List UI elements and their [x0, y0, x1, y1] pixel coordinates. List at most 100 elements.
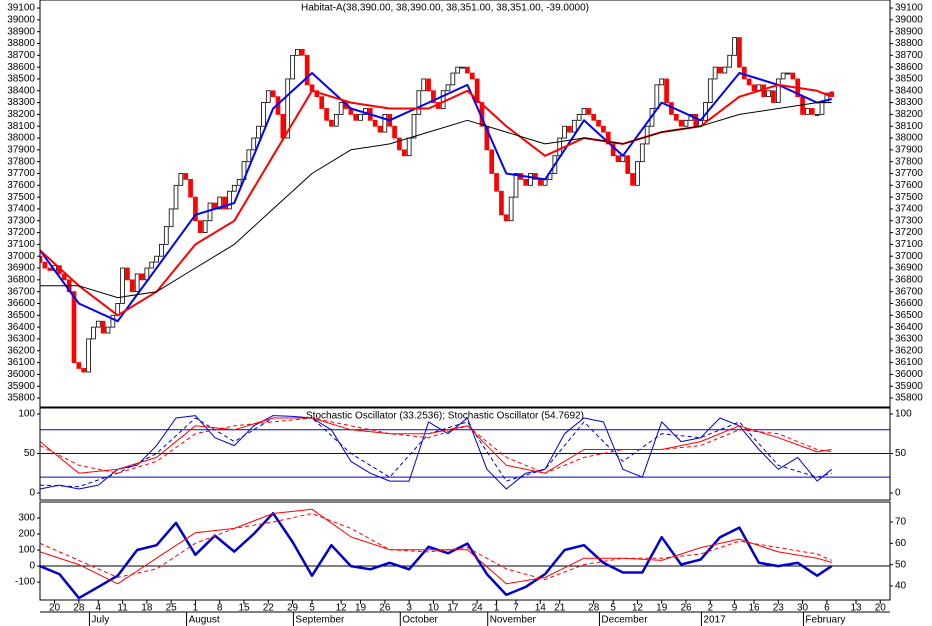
y-tick-label: 36900	[7, 263, 35, 274]
candle	[338, 102, 344, 115]
y-tick-label: 38100	[7, 121, 35, 132]
y-tick-label: 0	[29, 488, 35, 499]
candle	[615, 155, 621, 163]
candle	[557, 137, 563, 157]
y-tick-label-right: 100	[895, 409, 912, 420]
x-tick-label: 21	[554, 603, 566, 614]
candle	[586, 108, 592, 115]
y-tick-label-right: 37500	[895, 192, 923, 203]
candle	[120, 267, 125, 304]
candle	[159, 243, 164, 257]
candle	[581, 108, 587, 115]
y-tick-label-right: 36300	[895, 334, 923, 345]
candle	[397, 137, 402, 151]
x-tick-label: 6	[824, 603, 830, 614]
candle	[426, 78, 431, 92]
y-tick-label-right: 36800	[895, 274, 923, 285]
x-tick-label: 28	[588, 603, 600, 614]
y-tick-label: 38800	[7, 38, 35, 49]
candle	[139, 273, 145, 281]
candle	[227, 190, 232, 210]
y-tick-label-right: 36200	[895, 345, 923, 356]
x-tick-label: 1	[193, 603, 199, 614]
y-tick-label-right: 36100	[895, 357, 923, 368]
indicator-line	[40, 417, 832, 488]
y-tick-label: 100	[18, 409, 35, 420]
y-tick-label: 37100	[7, 239, 35, 250]
candle	[47, 267, 53, 271]
candle	[469, 72, 475, 80]
x-tick-label: 15	[238, 603, 250, 614]
y-tick-label-right: 38200	[895, 109, 923, 120]
candle	[319, 96, 325, 109]
candle	[639, 143, 645, 163]
y-tick-label: 38900	[7, 26, 35, 37]
y-tick-label: 36300	[7, 334, 35, 345]
y-tick-label: 36200	[7, 345, 35, 356]
candle	[207, 202, 213, 222]
candle	[499, 190, 504, 216]
candle	[42, 261, 48, 269]
y-tick-label-right: 36400	[895, 322, 923, 333]
y-tick-label-right: 38800	[895, 38, 923, 49]
y-tick-label-right: 37200	[895, 227, 923, 238]
candle	[382, 113, 388, 133]
y-tick-label-right: 50	[895, 448, 907, 459]
candle	[819, 102, 825, 115]
y-tick-label: 38700	[7, 50, 35, 61]
candle	[625, 155, 631, 174]
month-label: February	[805, 615, 845, 626]
candle	[746, 78, 752, 86]
panel-frame	[39, 501, 891, 601]
candle	[809, 108, 815, 115]
candle	[261, 102, 266, 127]
y-tick-label-right: 36700	[895, 286, 923, 297]
y-tick-label-right: 37400	[895, 204, 923, 215]
y-tick-label: 38600	[7, 62, 35, 73]
y-tick-label-right: 37700	[895, 168, 923, 179]
y-tick-label: 36600	[7, 298, 35, 309]
x-tick-label: 20	[875, 603, 887, 614]
candle	[800, 96, 805, 115]
x-tick-label: 12	[632, 603, 644, 614]
panel-plot	[40, 415, 890, 490]
indicator-line	[40, 417, 832, 474]
candle	[372, 119, 378, 127]
candle	[71, 291, 77, 363]
panel-title: Habitat-A(38,390.00, 38,390.00, 38,351.0…	[301, 3, 589, 14]
y-tick-label: 36000	[7, 369, 35, 380]
x-tick-label: 5	[610, 603, 616, 614]
y-tick-label: 38000	[7, 133, 35, 144]
y-tick-label: 36700	[7, 286, 35, 297]
y-tick-label-right: 35900	[895, 381, 923, 392]
y-tick-label-right: 38500	[895, 74, 923, 85]
x-tick-label: 26	[379, 603, 391, 614]
candle	[460, 66, 465, 69]
month-label: December	[601, 615, 648, 626]
indicator-line	[40, 513, 832, 580]
y-tick-label: 37300	[7, 215, 35, 226]
candle	[664, 78, 669, 103]
candle	[392, 125, 397, 139]
candle	[222, 196, 227, 210]
candle	[202, 220, 208, 233]
candle	[163, 226, 169, 245]
x-tick-label: 2	[708, 603, 714, 614]
y-tick-label-right: 36000	[895, 369, 923, 380]
candle	[358, 113, 363, 121]
panel-title: Stochastic Oscillator (33.2536); Stochas…	[306, 411, 584, 422]
candle	[790, 72, 796, 80]
x-tick-label: 23	[773, 603, 785, 614]
y-tick-label: 38400	[7, 85, 35, 96]
candle	[295, 48, 300, 56]
x-tick-label: 24	[472, 603, 484, 614]
y-tick-label-right: 38900	[895, 26, 923, 37]
x-tick-label: 1	[494, 603, 500, 614]
candle	[567, 125, 572, 133]
y-tick-label: 39000	[7, 14, 35, 25]
y-tick-label: 100	[18, 545, 35, 556]
candle	[265, 90, 271, 103]
candle	[737, 37, 742, 68]
candle	[168, 208, 174, 228]
y2-tick-label: 50	[895, 559, 907, 570]
